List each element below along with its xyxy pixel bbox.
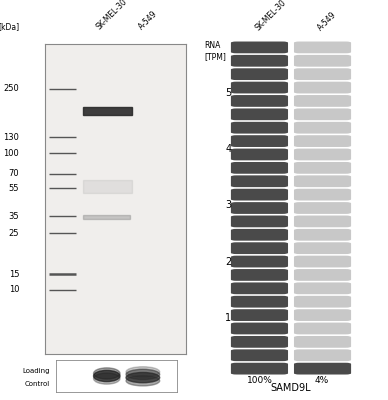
FancyBboxPatch shape — [231, 202, 288, 214]
FancyBboxPatch shape — [294, 108, 351, 120]
FancyBboxPatch shape — [294, 82, 351, 94]
FancyBboxPatch shape — [231, 189, 288, 200]
FancyBboxPatch shape — [231, 309, 288, 321]
Text: High: High — [89, 366, 108, 375]
Text: 4%: 4% — [315, 376, 329, 385]
Text: SK-MEL-30: SK-MEL-30 — [95, 0, 129, 32]
FancyBboxPatch shape — [294, 135, 351, 147]
Text: 130: 130 — [3, 132, 19, 142]
Text: A-549: A-549 — [137, 9, 160, 32]
FancyBboxPatch shape — [294, 363, 351, 374]
Text: SAMD9L: SAMD9L — [271, 383, 311, 393]
FancyBboxPatch shape — [231, 162, 288, 174]
Ellipse shape — [94, 368, 120, 379]
Text: 100: 100 — [3, 149, 19, 158]
FancyBboxPatch shape — [294, 336, 351, 348]
FancyBboxPatch shape — [231, 175, 288, 187]
Text: 100%: 100% — [246, 376, 272, 385]
FancyBboxPatch shape — [231, 242, 288, 254]
Text: [kDa]: [kDa] — [0, 22, 19, 32]
Text: A-549: A-549 — [315, 10, 338, 33]
FancyBboxPatch shape — [294, 256, 351, 268]
FancyBboxPatch shape — [294, 269, 351, 281]
Text: Low: Low — [139, 366, 155, 375]
FancyBboxPatch shape — [294, 175, 351, 187]
Text: 250: 250 — [3, 84, 19, 94]
FancyBboxPatch shape — [231, 216, 288, 227]
Text: SK-MEL-30: SK-MEL-30 — [253, 0, 288, 33]
Text: 25: 25 — [9, 228, 19, 238]
FancyBboxPatch shape — [294, 296, 351, 308]
Text: 5: 5 — [225, 88, 232, 98]
FancyBboxPatch shape — [231, 55, 288, 67]
Text: 10: 10 — [9, 285, 19, 294]
FancyBboxPatch shape — [294, 162, 351, 174]
FancyBboxPatch shape — [231, 349, 288, 361]
FancyBboxPatch shape — [231, 282, 288, 294]
Text: 15: 15 — [9, 270, 19, 278]
FancyBboxPatch shape — [294, 202, 351, 214]
FancyBboxPatch shape — [294, 242, 351, 254]
FancyBboxPatch shape — [231, 135, 288, 147]
Text: 2: 2 — [225, 256, 232, 266]
Bar — [83, 107, 132, 115]
FancyBboxPatch shape — [294, 322, 351, 334]
Ellipse shape — [126, 367, 160, 377]
FancyBboxPatch shape — [231, 336, 288, 348]
FancyBboxPatch shape — [231, 256, 288, 268]
FancyBboxPatch shape — [231, 148, 288, 160]
FancyBboxPatch shape — [294, 55, 351, 67]
FancyBboxPatch shape — [231, 95, 288, 107]
FancyBboxPatch shape — [231, 229, 288, 241]
FancyBboxPatch shape — [231, 363, 288, 374]
FancyBboxPatch shape — [231, 108, 288, 120]
FancyBboxPatch shape — [294, 95, 351, 107]
Text: 3: 3 — [225, 200, 232, 210]
Ellipse shape — [94, 373, 120, 384]
Text: 55: 55 — [9, 184, 19, 193]
FancyBboxPatch shape — [294, 349, 351, 361]
Text: RNA
[TPM]: RNA [TPM] — [205, 41, 227, 61]
FancyBboxPatch shape — [294, 148, 351, 160]
FancyBboxPatch shape — [231, 296, 288, 308]
FancyBboxPatch shape — [231, 122, 288, 134]
Text: 4: 4 — [225, 144, 232, 154]
FancyBboxPatch shape — [231, 82, 288, 94]
FancyBboxPatch shape — [294, 309, 351, 321]
FancyBboxPatch shape — [294, 122, 351, 134]
FancyBboxPatch shape — [231, 68, 288, 80]
Bar — [83, 180, 132, 193]
FancyBboxPatch shape — [294, 42, 351, 53]
FancyBboxPatch shape — [294, 229, 351, 241]
Bar — [83, 214, 130, 220]
FancyBboxPatch shape — [231, 322, 288, 334]
FancyBboxPatch shape — [294, 216, 351, 227]
FancyBboxPatch shape — [294, 68, 351, 80]
FancyBboxPatch shape — [294, 282, 351, 294]
Text: Loading: Loading — [23, 368, 50, 374]
Ellipse shape — [126, 372, 160, 383]
FancyBboxPatch shape — [294, 189, 351, 200]
Text: 35: 35 — [9, 212, 19, 220]
FancyBboxPatch shape — [231, 269, 288, 281]
Ellipse shape — [94, 370, 120, 382]
Ellipse shape — [126, 376, 160, 386]
FancyBboxPatch shape — [231, 42, 288, 53]
Ellipse shape — [126, 369, 160, 380]
Text: 1: 1 — [225, 313, 232, 323]
Text: 70: 70 — [9, 169, 19, 178]
Text: Control: Control — [25, 381, 50, 387]
